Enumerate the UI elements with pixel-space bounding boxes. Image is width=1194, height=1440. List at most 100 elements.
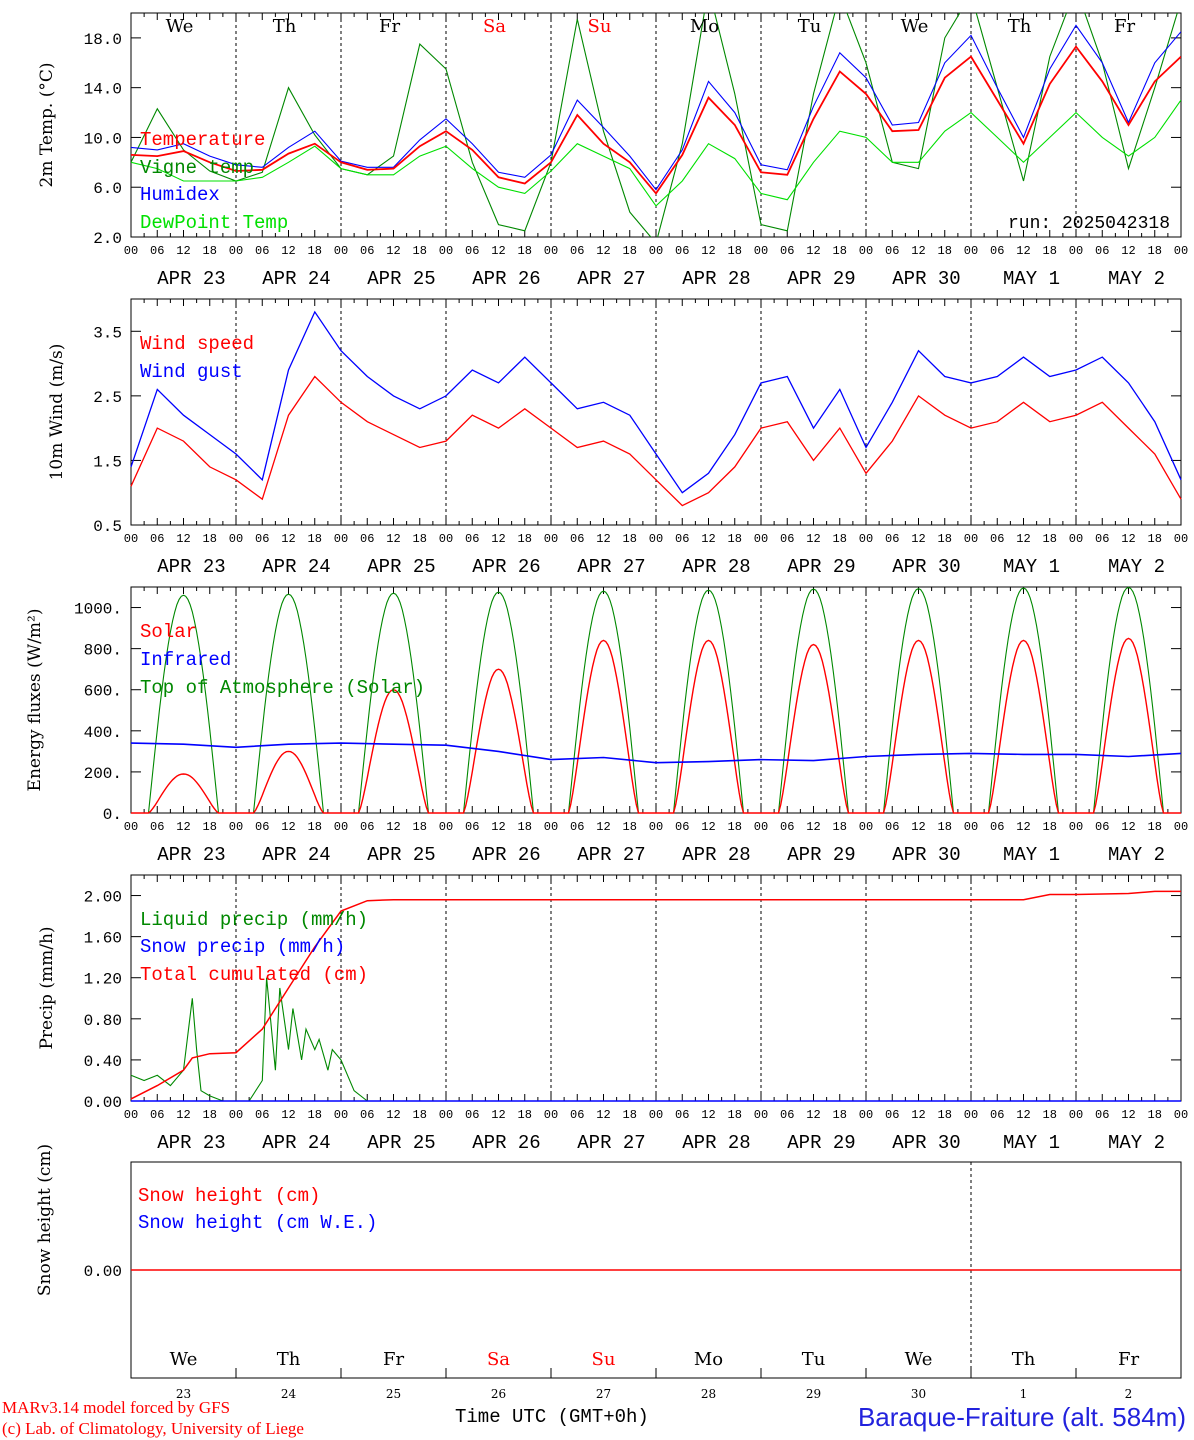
y-tick-label: 1.5 <box>93 453 122 471</box>
hour-tick-label: 12 <box>596 1108 610 1122</box>
hour-tick-label: 00 <box>124 1108 138 1122</box>
date-label: APR 24 <box>262 268 330 290</box>
hour-tick-label: 18 <box>1148 1108 1162 1122</box>
hour-tick-label: 12 <box>386 244 400 258</box>
series-line <box>130 375 1182 507</box>
date-label: APR 29 <box>787 556 855 578</box>
hour-tick-label: 06 <box>465 1108 479 1122</box>
hour-tick-label: 06 <box>1095 820 1109 834</box>
hour-tick-label: 00 <box>334 532 348 546</box>
temp-series-group <box>131 13 1181 237</box>
hour-tick-label: 06 <box>255 532 269 546</box>
hour-tick-label: 00 <box>334 820 348 834</box>
weekday-label: Tu <box>802 1349 826 1370</box>
hour-tick-label: 00 <box>1069 1108 1083 1122</box>
panel-frame <box>130 12 1182 238</box>
date-label: APR 26 <box>472 1132 540 1154</box>
hour-tick-label: 12 <box>1121 532 1135 546</box>
hour-tick-label: 06 <box>1095 1108 1109 1122</box>
series-line <box>341 688 446 814</box>
hour-tick-label: 18 <box>833 244 847 258</box>
y-tick-label: 0.00 <box>84 1263 122 1281</box>
legend-entry: Vigne temp <box>140 157 254 179</box>
hour-tick-label: 12 <box>176 532 190 546</box>
series-line <box>130 310 1182 494</box>
hour-tick-label: 12 <box>806 244 820 258</box>
hour-tick-label: 00 <box>754 244 768 258</box>
hour-tick-label: 00 <box>649 244 663 258</box>
y-tick-label: 600. <box>84 683 122 701</box>
hour-tick-label: 00 <box>544 244 558 258</box>
series-line <box>866 639 971 814</box>
hour-tick-label: 18 <box>518 244 532 258</box>
y-tick-label: 0.00 <box>84 1094 122 1112</box>
hour-tick-label: 00 <box>124 820 138 834</box>
hour-tick-label: 12 <box>806 1108 820 1122</box>
hour-tick-label: 00 <box>544 532 558 546</box>
hour-tick-label: 18 <box>413 244 427 258</box>
series-line <box>761 588 866 814</box>
y-tick-label: 6.0 <box>93 180 122 198</box>
hour-tick-label: 12 <box>701 244 715 258</box>
date-label: APR 29 <box>787 1132 855 1154</box>
hour-tick-label: 00 <box>964 820 978 834</box>
hour-tick-label: 06 <box>465 820 479 834</box>
date-label: APR 29 <box>787 268 855 290</box>
legend-entry: Snow height (cm W.E.) <box>138 1212 377 1234</box>
legend-entry: Humidex <box>140 184 220 206</box>
series-line <box>130 977 1181 1102</box>
series-line <box>761 643 866 814</box>
hour-tick-label: 12 <box>491 1108 505 1122</box>
y-tick-label: 2.5 <box>93 389 122 407</box>
hour-tick-label: 18 <box>623 532 637 546</box>
hour-tick-label: 18 <box>833 820 847 834</box>
hour-tick-label: 12 <box>176 244 190 258</box>
hour-tick-label: 06 <box>255 820 269 834</box>
hour-tick-label: 00 <box>649 532 663 546</box>
series-line <box>131 24 1181 191</box>
date-label: APR 29 <box>787 844 855 866</box>
date-label: APR 24 <box>262 556 330 578</box>
hour-tick-label: 06 <box>990 820 1004 834</box>
date-label: APR 27 <box>577 556 645 578</box>
date-label: APR 28 <box>682 1132 750 1154</box>
date-label: APR 30 <box>892 556 960 578</box>
hour-tick-label: 18 <box>728 1108 742 1122</box>
legend-entry: Snow precip (mm/h) <box>140 936 345 958</box>
date-label: APR 23 <box>157 844 225 866</box>
date-label: MAY 1 <box>1003 268 1060 290</box>
series-line <box>1076 586 1181 814</box>
date-label: APR 27 <box>577 1132 645 1154</box>
legend-entry: Temperature <box>140 129 265 151</box>
hour-tick-label: 00 <box>124 244 138 258</box>
weekday-label: Fr <box>383 1349 404 1370</box>
hour-tick-label: 18 <box>1043 1108 1057 1122</box>
hour-tick-label: 06 <box>780 1108 794 1122</box>
hour-tick-label: 12 <box>596 244 610 258</box>
date-label: APR 28 <box>682 844 750 866</box>
hour-tick-label: 18 <box>518 1108 532 1122</box>
date-label: APR 25 <box>367 844 435 866</box>
day-number-label: 24 <box>281 1387 297 1401</box>
hour-tick-label: 12 <box>701 820 715 834</box>
day-number-label: 23 <box>176 1387 191 1401</box>
hour-tick-label: 00 <box>754 820 768 834</box>
hour-tick-label: 18 <box>413 1108 427 1122</box>
series-line <box>131 99 1181 207</box>
hour-tick-label: 12 <box>1016 1108 1030 1122</box>
series-line <box>1076 637 1181 814</box>
hour-tick-label: 12 <box>386 1108 400 1122</box>
hour-tick-label: 18 <box>1043 532 1057 546</box>
date-label: MAY 1 <box>1003 1132 1060 1154</box>
date-label: APR 25 <box>367 556 435 578</box>
hour-tick-label: 06 <box>360 820 374 834</box>
hour-tick-label: 06 <box>780 244 794 258</box>
hour-tick-label: 18 <box>518 820 532 834</box>
series-line <box>971 639 1076 814</box>
hour-tick-label: 18 <box>833 1108 847 1122</box>
day-number-label: 28 <box>701 1387 716 1401</box>
y-tick-label: 0.80 <box>84 1012 122 1030</box>
date-label: APR 26 <box>472 268 540 290</box>
y-axis-label: Energy fluxes (W/m²) <box>25 609 45 792</box>
